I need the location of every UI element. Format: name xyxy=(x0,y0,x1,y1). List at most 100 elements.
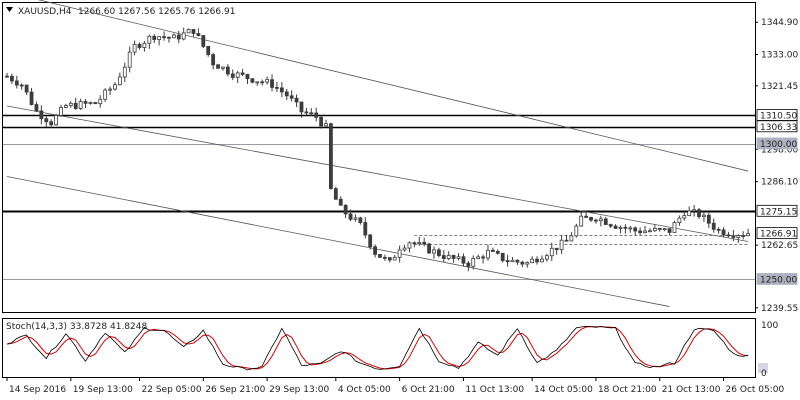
candle xyxy=(687,206,692,217)
candle xyxy=(559,235,564,255)
trend-line[interactable] xyxy=(6,105,749,242)
candle xyxy=(348,209,353,222)
candle xyxy=(108,86,112,96)
candle xyxy=(294,94,299,107)
price-tick-label: 1344.90 xyxy=(761,18,798,28)
price-tick-label: 1262.65 xyxy=(761,241,798,251)
candle xyxy=(314,107,319,122)
candle xyxy=(432,246,436,259)
time-tick-label: 18 Oct 21:00 xyxy=(598,385,657,395)
time-axis: 14 Sep 2016 19 Sep 13:00 22 Sep 05:00 26 Se… xyxy=(6,378,785,395)
candle xyxy=(59,104,63,117)
candle xyxy=(628,225,633,233)
candle xyxy=(741,231,746,240)
candle xyxy=(132,40,137,56)
candle xyxy=(289,90,294,102)
candle xyxy=(191,29,196,37)
candle xyxy=(88,101,93,105)
candle xyxy=(726,231,731,238)
candle xyxy=(152,34,157,44)
candle xyxy=(682,210,687,221)
candle xyxy=(648,228,652,233)
candle xyxy=(117,72,122,86)
candle xyxy=(746,228,750,237)
trend-line[interactable] xyxy=(7,0,749,172)
time-tick-label: 14 Sep 2016 xyxy=(9,385,66,395)
candle xyxy=(127,46,132,73)
candles-layer xyxy=(5,27,750,272)
candle xyxy=(368,233,373,250)
candle xyxy=(490,247,495,252)
candle xyxy=(721,227,726,238)
collapse-triangle-icon[interactable] xyxy=(6,7,13,12)
candle xyxy=(731,229,736,242)
price-tag: 1300.00 xyxy=(756,137,797,150)
candle xyxy=(5,72,9,78)
price-tick-label: 1239.55 xyxy=(761,304,798,314)
candle xyxy=(618,225,623,234)
ohlc-label: 1266.60 1267.56 1265.76 1266.91 xyxy=(78,7,235,17)
candle xyxy=(245,73,250,84)
price-tags: 1310.50 1306.33 1300.00 1275.15 1266.91 1250.… xyxy=(756,109,797,285)
candle xyxy=(569,232,574,242)
candle xyxy=(34,101,39,112)
candle xyxy=(594,218,598,224)
levels-layer xyxy=(3,114,755,280)
candle xyxy=(113,82,117,91)
candle xyxy=(157,36,162,46)
candle xyxy=(407,241,412,253)
candle xyxy=(677,215,682,226)
candle xyxy=(363,217,368,239)
candle xyxy=(373,244,377,258)
candle xyxy=(240,69,245,77)
candle xyxy=(10,73,14,84)
candle xyxy=(461,253,466,267)
stoch-signal-line xyxy=(6,326,749,370)
candle xyxy=(270,74,274,92)
time-tick-label: 21 Oct 13:00 xyxy=(662,385,721,395)
candle xyxy=(142,40,147,52)
candle xyxy=(427,242,431,254)
candle xyxy=(338,196,343,206)
candle xyxy=(638,227,643,236)
candle xyxy=(510,257,515,263)
candle xyxy=(702,211,706,222)
candle xyxy=(275,81,279,92)
candle xyxy=(574,223,579,238)
candle xyxy=(324,119,328,127)
candle xyxy=(422,237,427,247)
candle xyxy=(446,251,451,261)
candle xyxy=(441,250,446,263)
candle xyxy=(667,228,672,236)
candle xyxy=(436,247,441,258)
candle xyxy=(672,220,677,233)
time-tick-label: 26 Oct 05:00 xyxy=(726,385,785,395)
chart-header: XAUUSD,H4 1266.60 1267.56 1265.76 1266.9… xyxy=(6,7,235,17)
candle xyxy=(525,261,530,268)
time-tick-label: 14 Oct 05:00 xyxy=(534,385,593,395)
candle xyxy=(186,28,191,34)
candle xyxy=(162,31,166,41)
price-tick-label: 1286.10 xyxy=(761,178,798,188)
candle xyxy=(564,234,569,242)
candle xyxy=(652,224,657,232)
candle xyxy=(14,75,19,89)
stoch-level-0: 0 xyxy=(761,369,767,379)
trend-line[interactable] xyxy=(6,176,670,307)
time-tick-label: 19 Sep 13:00 xyxy=(73,385,133,395)
time-tick-label: 22 Sep 05:00 xyxy=(142,385,202,395)
candle xyxy=(171,33,176,39)
price-tick-label: 1298.00 xyxy=(761,145,798,155)
candle xyxy=(530,256,535,264)
candle xyxy=(211,52,216,70)
candle xyxy=(589,216,593,223)
candle xyxy=(19,83,24,90)
candle xyxy=(515,259,520,266)
candle xyxy=(235,70,240,84)
candle xyxy=(78,98,83,110)
candle xyxy=(284,88,289,101)
candle xyxy=(392,255,397,261)
candle xyxy=(255,81,260,86)
candle xyxy=(500,252,505,263)
